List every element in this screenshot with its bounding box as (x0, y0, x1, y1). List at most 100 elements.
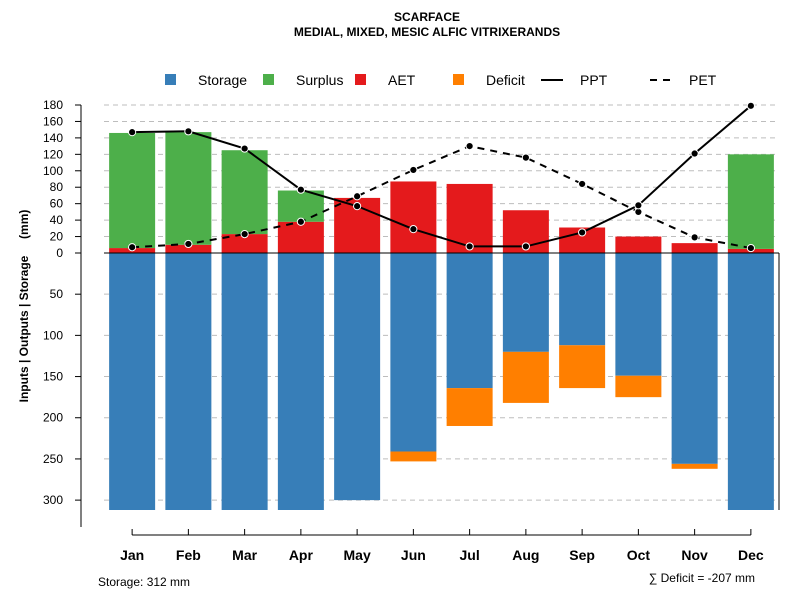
legend-label-ppt: PPT (580, 72, 608, 88)
x-tick-label-sep: Sep (569, 547, 595, 563)
y-tick-label-lower: 150 (43, 370, 63, 384)
point-ppt (353, 202, 362, 211)
bar-deficit (502, 351, 549, 403)
y-axis-label: Inputs | Outputs | Storage (mm) (17, 210, 31, 403)
x-tick-label-may: May (344, 547, 371, 563)
bar-storage (727, 253, 774, 510)
legend-swatch-deficit (453, 74, 464, 85)
legend-label-pet: PET (689, 72, 717, 88)
y-tick-label-upper: 80 (50, 180, 64, 194)
point-pet (690, 233, 699, 242)
bar-surplus (277, 190, 324, 222)
bar-aet (277, 221, 324, 253)
bar-deficit (671, 463, 718, 469)
bar-storage (615, 253, 662, 376)
bar-deficit (390, 451, 437, 462)
y-tick-label-lower: 300 (43, 493, 63, 507)
line-ppt (132, 105, 752, 248)
bar-surplus (165, 132, 212, 245)
x-tick-label-feb: Feb (176, 547, 201, 563)
bar-storage (671, 253, 718, 464)
point-pet (240, 229, 249, 239)
bar-aet (615, 236, 662, 253)
bar-storage (390, 253, 437, 452)
y-tick-label-upper: 180 (43, 98, 63, 112)
bar-storage (334, 253, 381, 501)
x-tick-label-jan: Jan (120, 547, 144, 563)
point-ppt (296, 185, 305, 194)
point-pet (578, 179, 587, 189)
bar-storage (277, 253, 324, 510)
point-ppt (409, 225, 418, 234)
point-ppt (746, 101, 755, 110)
legend: Storage Surplus AET Deficit PPT PET (165, 72, 717, 88)
bar-deficit (615, 375, 662, 398)
x-tick-label-jul: Jul (460, 547, 480, 563)
x-tick-label-nov: Nov (681, 547, 708, 563)
series-lines (128, 101, 755, 253)
y-tick-label-upper: 100 (43, 164, 63, 178)
bar-surplus (221, 150, 268, 235)
bar-aet (165, 244, 212, 253)
x-tick-label-aug: Aug (512, 547, 539, 563)
bar-storage (502, 253, 549, 352)
point-pet (521, 153, 530, 162)
bar-surplus (109, 132, 156, 249)
x-tick-label-apr: Apr (289, 547, 314, 563)
y-tick-label-lower: 250 (43, 452, 63, 466)
point-pet (465, 142, 474, 151)
chart-title: SCARFACE (394, 10, 460, 24)
storage-total-label: Storage: 312 mm (98, 575, 190, 589)
bar-aet (221, 234, 268, 253)
bar-storage (109, 253, 156, 510)
bars (109, 132, 774, 510)
y-tick-label-lower: 100 (43, 328, 63, 342)
point-ppt (465, 242, 474, 251)
bar-deficit (446, 388, 493, 426)
legend-swatch-storage (165, 74, 176, 85)
gridlines (104, 104, 779, 501)
legend-label-deficit: Deficit (486, 72, 525, 88)
point-pet (184, 239, 193, 249)
y-tick-label-upper: 120 (43, 147, 63, 161)
legend-label-surplus: Surplus (296, 72, 343, 88)
point-ppt (578, 228, 587, 237)
point-ppt (634, 201, 643, 210)
point-pet (409, 165, 418, 175)
y-tick-label-upper: 140 (43, 131, 63, 145)
y-tick-label-upper: 0 (56, 246, 63, 260)
bar-deficit (559, 345, 606, 389)
bar-storage (559, 253, 606, 346)
line-pet (132, 145, 752, 250)
y-tick-label-lower: 50 (50, 287, 64, 301)
x-tick-label-dec: Dec (738, 547, 764, 563)
axes: 0 20 40 60 80 100 120 140 160 180 50 100 150 200 250 30… (43, 98, 764, 563)
legend-label-storage: Storage (198, 72, 247, 88)
y-tick-label-upper: 60 (50, 197, 64, 211)
point-pet (353, 192, 362, 201)
legend-label-aet: AET (388, 72, 416, 88)
bar-storage (446, 253, 493, 389)
chart-subtitle: MEDIAL, MIXED, MESIC ALFIC VITRIXERANDS (294, 25, 560, 39)
plot-frame (104, 252, 780, 510)
point-pet (296, 217, 305, 226)
x-tick-label-oct: Oct (627, 547, 651, 563)
point-ppt (184, 127, 193, 136)
deficit-total-label: ∑ Deficit = -207 mm (649, 571, 755, 585)
point-pet (746, 243, 755, 253)
bar-storage (165, 253, 212, 510)
point-ppt (521, 242, 530, 251)
x-tick-label-jun: Jun (401, 547, 426, 563)
y-tick-label-lower: 200 (43, 411, 63, 425)
x-tick-label-mar: Mar (232, 547, 257, 563)
y-tick-label-upper: 160 (43, 114, 63, 128)
legend-swatch-surplus (263, 74, 274, 85)
legend-swatch-aet (355, 74, 366, 85)
point-ppt (240, 144, 249, 153)
bar-surplus (727, 154, 774, 249)
bar-aet (671, 243, 718, 253)
bar-storage (221, 253, 268, 510)
point-pet (128, 243, 137, 252)
point-ppt (690, 149, 699, 158)
